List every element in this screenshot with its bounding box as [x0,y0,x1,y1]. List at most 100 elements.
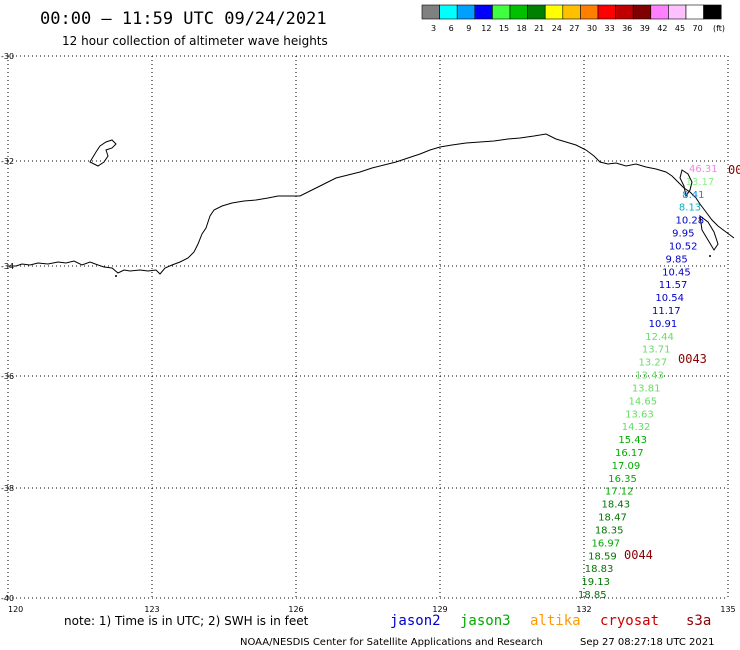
legend-swatch [492,4,511,20]
coastline-north-gulf [679,169,693,198]
legend-swatch [632,4,652,20]
legend-label: 9 [466,24,471,33]
wave-height-value: 14.65 [628,396,657,407]
lat-tick-label: -32 [1,157,14,166]
lat-tick-label: -30 [1,52,14,61]
legend-label: 6 [449,24,454,33]
wave-height-value: 10.54 [655,293,684,304]
wave-height-value: 18.47 [598,513,627,524]
satellite-name: s3a [686,613,711,629]
axis-tick-labels: -30 -32 -34 -36 -38 -40 120 123 126 129 132 135 [1,52,736,614]
lon-tick-label: 132 [576,605,591,614]
lon-tick-label: 135 [720,605,735,614]
pass-time-label: 00 [728,163,740,177]
legend-label: 33 [605,24,615,33]
legend-swatch [668,4,687,20]
color-legend: 3 6 9 12 15 18 21 24 27 30 33 36 39 42 45 70 [421,4,722,33]
legend-swatch [474,4,493,20]
legend-label: 39 [640,24,650,33]
legend-swatch [562,4,581,20]
wave-height-value: 14.32 [622,422,651,433]
lon-tick-label: 129 [432,605,447,614]
lat-tick-label: -36 [1,372,14,381]
legend-swatch [544,4,564,20]
wave-height-value: 17.12 [605,487,634,498]
footer-timestamp: Sep 27 08:27:18 UTC 2021 [580,637,714,648]
legend-swatch [703,4,722,20]
legend-label: 70 [693,24,703,33]
wave-height-value: 10.28 [676,216,705,227]
legend-label: 18 [517,24,527,33]
wave-height-value: 10.52 [669,241,698,252]
wave-height-value: 13.63 [625,409,654,420]
wave-height-value: 46.31 [689,164,718,175]
wave-height-value: 8.13 [679,203,701,214]
legend-label: 12 [481,24,491,33]
wave-height-value: 13.17 [686,177,715,188]
coastline-peninsula [699,214,719,251]
wave-height-value: 9.85 [665,254,687,265]
wave-height-value: 18.59 [588,551,617,562]
legend-label: 45 [675,24,685,33]
wave-height-value: 15.43 [618,435,647,446]
satellite-legend: jason2 jason3 altika cryosat s3a [390,613,711,629]
wave-height-value: 11.17 [652,306,681,317]
satellite-name: jason2 [390,613,441,629]
wave-height-value: 8.41 [682,190,704,201]
lon-tick-label: 126 [288,605,303,614]
lat-tick-label: -38 [1,484,14,493]
legend-label: 24 [552,24,562,33]
lon-tick-label: 120 [8,605,23,614]
island-dot [115,275,117,277]
legend-swatch [439,4,458,20]
wave-height-value: 10.45 [662,267,691,278]
wave-height-value: 9.95 [672,229,694,240]
legend-swatch [615,4,634,20]
wave-height-value: 17.09 [612,461,641,472]
pass-time-label: 0044 [624,548,653,562]
legend-unit: (ft) [713,24,725,33]
lat-tick-label: -34 [1,262,14,271]
map-title: 00:00 – 11:59 UTC 09/24/2021 [40,9,327,29]
wave-height-value: 16.35 [608,474,637,485]
legend-swatch [527,4,546,20]
pass-time-label: 0043 [678,352,707,366]
legend-swatch [456,4,476,20]
wave-height-value: 18.35 [595,525,624,536]
graticule [7,55,729,599]
satellite-name: jason3 [460,613,511,629]
legend-label: 3 [431,24,436,33]
legend-swatch [597,4,616,20]
legend-swatch [650,4,669,20]
wave-height-value: 13.27 [639,358,668,369]
wave-height-value: 18.85 [578,590,607,601]
wave-height-value: 13.81 [632,383,661,394]
wave-height-value: 18.43 [602,500,631,511]
wave-height-value: 19.13 [581,577,610,588]
wave-height-value: 16.17 [615,448,644,459]
wave-height-value: 13.43 [635,371,664,382]
satellite-name: cryosat [600,613,659,629]
legend-label: 27 [569,24,579,33]
legend-swatch [580,4,599,20]
lat-tick-label: -40 [1,594,14,603]
wave-height-value: 16.97 [591,538,620,549]
wave-height-value: 12.44 [645,332,674,343]
lon-tick-label: 123 [144,605,159,614]
legend-label: 15 [499,24,509,33]
legend-label: 21 [534,24,544,33]
wave-height-value: 10.91 [649,319,678,330]
wave-height-value: 18.83 [585,564,614,575]
coastline [8,133,735,275]
legend-label: 30 [587,24,597,33]
legend-label: 42 [657,24,667,33]
wave-height-value: 11.57 [659,280,688,291]
footer-credit: NOAA/NESDIS Center for Satellite Applica… [240,637,543,648]
satellite-name: altika [530,613,581,629]
island-dot [709,255,711,257]
island-recherche [89,139,117,167]
footer-note: note: 1) Time is in UTC; 2) SWH is in fe… [64,614,309,628]
legend-swatch [509,4,528,20]
